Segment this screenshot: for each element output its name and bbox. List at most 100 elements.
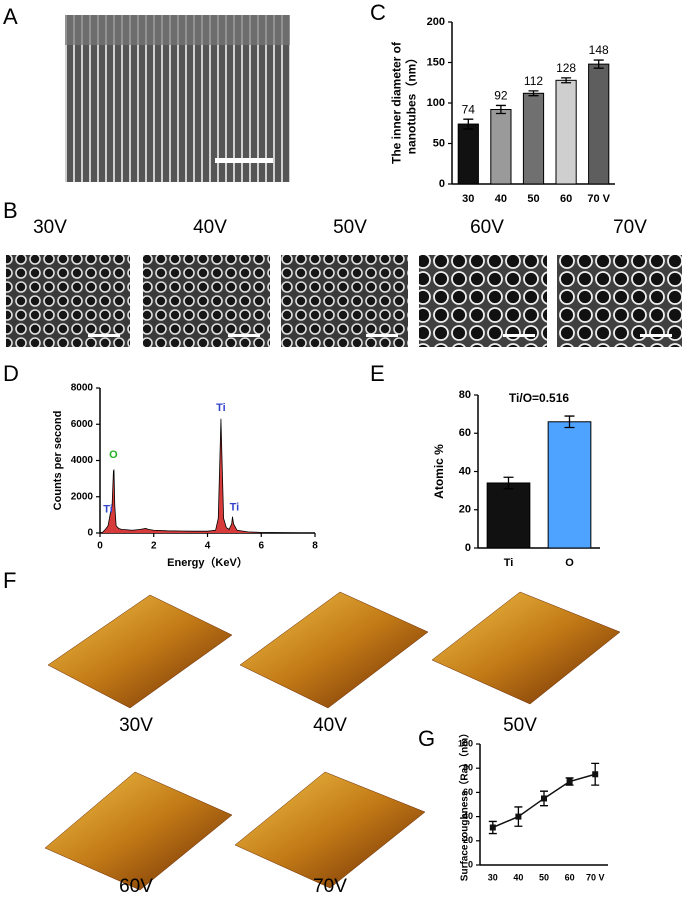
x-tick-label: 50 [539,872,549,882]
sem-label: 50V [333,217,367,238]
x-tick-label: 60 [560,193,572,205]
y-tick-label: 8000 [71,383,94,394]
x-tick-label: 6 [258,541,264,552]
y-tick-label: 80 [459,389,471,401]
afm-label: 30V [119,715,153,736]
scale-bars [88,334,672,337]
y-tick-label: 0 [439,178,445,190]
value-label: 74 [462,102,476,116]
y-tick-label: 2000 [71,491,94,502]
marker [592,771,599,778]
x-tick-label: 30 [462,193,474,205]
y-tick-label: 20 [463,835,473,845]
afm-label: 40V [313,715,347,736]
x-tick-label: 30 [488,872,498,882]
marker [489,824,496,831]
bar [555,79,577,185]
panel-label: C [370,0,386,25]
y-tick-label: 150 [427,56,445,68]
bar [490,108,512,185]
error-bar [495,104,506,115]
x-tick-label: 50 [527,193,539,205]
afm-label: 60V [119,876,153,897]
y-axis-label: nanotubes（nm） [404,52,419,155]
x-tick-label: 8 [312,541,318,552]
panel-label: B [3,198,18,223]
x-tick-label: 40 [495,193,507,205]
annotation: Ti [230,502,240,514]
x-tick-label: 70 V [586,872,605,882]
y-tick-label: 20 [459,504,471,516]
bar [547,421,592,549]
error-bar [503,476,514,490]
error-bar [528,90,539,97]
sem-label: 60V [470,217,504,238]
x-tick-label: 70 V [587,193,610,205]
sem-label: 70V [613,217,647,238]
sem-top [65,15,290,45]
annotation: Ti [216,402,226,414]
annotation: O [109,449,118,461]
sem-image [557,255,682,347]
y-tick-label: 200 [427,16,445,28]
sem-image [419,255,547,347]
scale-bar [215,158,273,163]
panel-label: D [3,361,19,386]
y-axis-label: Atomic % [432,444,446,499]
x-tick-label: 4 [205,541,211,552]
afm-images [44,591,621,891]
value-label: 92 [494,89,508,103]
y-tick-label: 0 [468,859,473,869]
y-tick-label: 60 [459,427,471,439]
afm-label: 50V [503,715,537,736]
y-axis-label: Surface roughness（Ra）（nm） [458,728,471,881]
x-axis-label: Energy（KeV） [167,556,248,569]
y-axis-label: The inner diameter of [390,41,404,164]
y-tick-label: 60 [463,787,473,797]
panel-label: A [3,4,18,29]
x-tick-label: O [565,557,574,569]
marker [541,795,547,802]
error-bar [561,77,572,84]
sem-label: 40V [193,217,227,238]
error-bar [593,59,604,69]
bar [486,482,531,549]
sem-label: 30V [33,217,67,238]
error-bar [463,118,474,130]
y-tick-label: 6000 [71,419,94,430]
sem-image [143,255,270,347]
x-tick-label: 0 [97,541,103,552]
marker [566,778,573,785]
y-axis-label: Counts per second [52,411,64,511]
x-tick-label: Ti [504,557,514,569]
x-tick-label: 60 [565,872,575,882]
panel-label: G [418,726,435,751]
marker [515,813,522,820]
sem-image [281,255,408,347]
x-tick-label: 40 [513,872,523,882]
value-label: 128 [556,61,576,75]
value-label: 112 [524,74,543,88]
panel-label: F [3,568,16,593]
error-bar [564,415,575,429]
spectrum-line [99,418,316,534]
y-tick-label: 40 [463,811,473,821]
y-tick-label: 4000 [71,455,94,466]
annotation: Ti/O=0.516 [509,391,569,405]
value-label: 148 [589,43,609,57]
y-tick-label: 100 [427,97,445,109]
y-tick-label: 100 [458,738,473,748]
y-tick-label: 40 [459,465,471,477]
y-tick-label: 50 [433,137,445,149]
bar [588,63,610,185]
x-tick-label: 2 [151,541,157,552]
panel-label: E [370,361,385,386]
afm-label: 70V [313,876,347,897]
bar [457,123,479,185]
sem-image [6,255,130,347]
y-tick-label: 80 [463,763,473,773]
y-tick-label: 0 [465,542,471,554]
y-tick-label: 0 [87,528,93,539]
annotation: Ti [103,503,113,515]
